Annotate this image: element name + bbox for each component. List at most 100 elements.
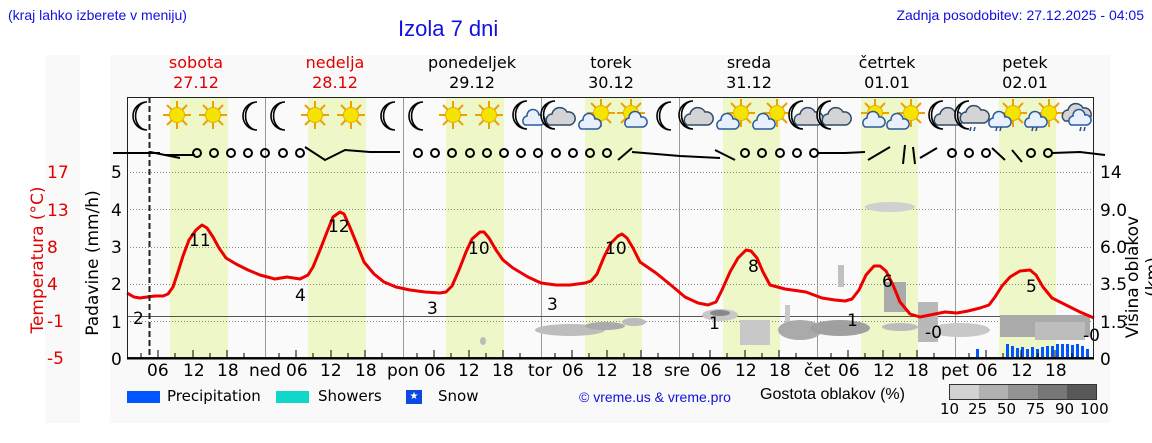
x-tick: 06	[286, 361, 308, 381]
x-axis-labels: 06 12 18 ned 06 12 18 pon 06 12 18 tor 0…	[0, 361, 1152, 383]
wind-row	[113, 144, 1106, 165]
x-tick: 12	[458, 361, 480, 381]
density-tick: 25	[968, 400, 988, 418]
svg-text:5: 5	[1026, 277, 1037, 297]
cloud-height-ticks: 14 9.0 6.0 3.5 1.5 0	[1100, 163, 1127, 370]
legend-showers: Showers	[318, 387, 382, 405]
temp-tick: 13	[47, 201, 69, 221]
cloud-density-scale	[949, 384, 1097, 400]
temp-tick: -1	[47, 312, 64, 332]
x-tick: 18	[769, 361, 791, 381]
density-tick: 100	[1080, 400, 1109, 418]
x-tick: čet	[804, 361, 831, 381]
x-tick: 18	[217, 361, 239, 381]
svg-text:8: 8	[748, 257, 759, 277]
precip-ticks: 5 4 3 2 1 0	[111, 163, 122, 370]
svg-text:-0: -0	[1083, 326, 1100, 346]
temp-tick: -5	[47, 349, 64, 369]
svg-text:12: 12	[328, 217, 350, 237]
svg-text:3: 3	[427, 299, 438, 319]
x-tick: tor	[528, 361, 553, 381]
day-name: petek	[1002, 53, 1048, 72]
svg-text:4: 4	[295, 286, 306, 306]
svg-text:1: 1	[847, 311, 858, 331]
cloud-density-shapes	[480, 202, 1090, 345]
day-date: 02.01	[1002, 73, 1048, 92]
svg-text:5: 5	[111, 163, 122, 183]
day-date: 30.12	[588, 73, 634, 92]
day-header-2: ponedeljek 29.12	[412, 53, 532, 93]
svg-text:10: 10	[468, 239, 490, 259]
day-date: 31.12	[726, 73, 772, 92]
day-date: 29.12	[449, 73, 495, 92]
svg-text:2: 2	[133, 309, 144, 329]
daylight-bands	[170, 97, 1056, 358]
density-tick: 75	[1026, 400, 1046, 418]
x-tick: 12	[1011, 361, 1033, 381]
x-tick: 12	[320, 361, 342, 381]
x-tick: ned	[249, 361, 282, 381]
snow-star-icon: ★	[406, 390, 422, 404]
day-header-1: nedelja 28.12	[275, 53, 395, 93]
x-tick: 18	[492, 361, 514, 381]
precipitation-swatch	[127, 391, 160, 403]
svg-text:3: 3	[111, 238, 122, 258]
day-name: četrtek	[858, 53, 916, 72]
svg-text:4: 4	[111, 201, 122, 221]
icons	[132, 98, 1092, 132]
x-tick: sre	[664, 361, 690, 381]
x-ticks	[140, 350, 1073, 358]
svg-text:11: 11	[189, 231, 211, 251]
x-tick: pon	[387, 361, 419, 381]
copyright-link[interactable]: © vreme.us & vreme.pro	[579, 389, 731, 405]
weather-icons	[132, 98, 1092, 132]
temp-tick: 4	[47, 275, 58, 295]
x-tick: 06	[147, 361, 169, 381]
day-header-4: sreda 31.12	[689, 53, 809, 93]
day-header-5: četrtek 01.01	[827, 53, 947, 93]
svg-text:-0: -0	[925, 323, 942, 343]
day-name: sreda	[726, 53, 772, 72]
day-date: 28.12	[312, 73, 358, 92]
page-title: Izola 7 dni	[398, 16, 499, 41]
day-name: nedelja	[305, 53, 365, 72]
x-tick: 18	[631, 361, 653, 381]
day-name: sobota	[168, 53, 224, 72]
temperature-line	[126, 210, 1095, 320]
x-tick: 06	[562, 361, 584, 381]
density-tick: 10	[940, 400, 960, 418]
density-tick: 90	[1055, 400, 1075, 418]
x-tick: 12	[735, 361, 757, 381]
x-tick: 06	[838, 361, 860, 381]
x-tick: 06	[976, 361, 998, 381]
density-tick: 50	[997, 400, 1017, 418]
temp-tick: 17	[47, 163, 69, 183]
day-header-0: sobota 27.12	[136, 53, 256, 93]
svg-text:0: 0	[111, 350, 122, 370]
temp-axis-panel	[45, 55, 80, 423]
x-tick: 12	[873, 361, 895, 381]
x-tick: 12	[183, 361, 205, 381]
x-tick: 06	[700, 361, 722, 381]
svg-text:1.5: 1.5	[1100, 313, 1127, 333]
svg-text:6.0: 6.0	[1100, 238, 1127, 258]
svg-text:3: 3	[547, 295, 558, 315]
x-tick: 18	[355, 361, 377, 381]
svg-text:10: 10	[605, 239, 627, 259]
svg-text:6: 6	[882, 272, 893, 292]
cloud-density-label: Gostota oblakov (%)	[760, 386, 905, 403]
svg-text:14: 14	[1100, 163, 1122, 183]
temp-tick: 8	[47, 238, 58, 258]
legend-precipitation: Precipitation	[167, 387, 261, 405]
day-name: torek	[590, 53, 632, 72]
day-header-3: torek 30.12	[551, 53, 671, 93]
svg-text:2: 2	[111, 275, 122, 295]
precipitation-bars	[976, 344, 1089, 358]
svg-text:1: 1	[111, 313, 122, 333]
x-tick: 12	[596, 361, 618, 381]
svg-text:1: 1	[709, 314, 720, 334]
last-update: Zadnja posodobitev: 27.12.2025 - 04:05	[896, 7, 1144, 23]
day-header-6: petek 02.01	[965, 53, 1085, 93]
legend-snow: Snow	[438, 387, 479, 405]
